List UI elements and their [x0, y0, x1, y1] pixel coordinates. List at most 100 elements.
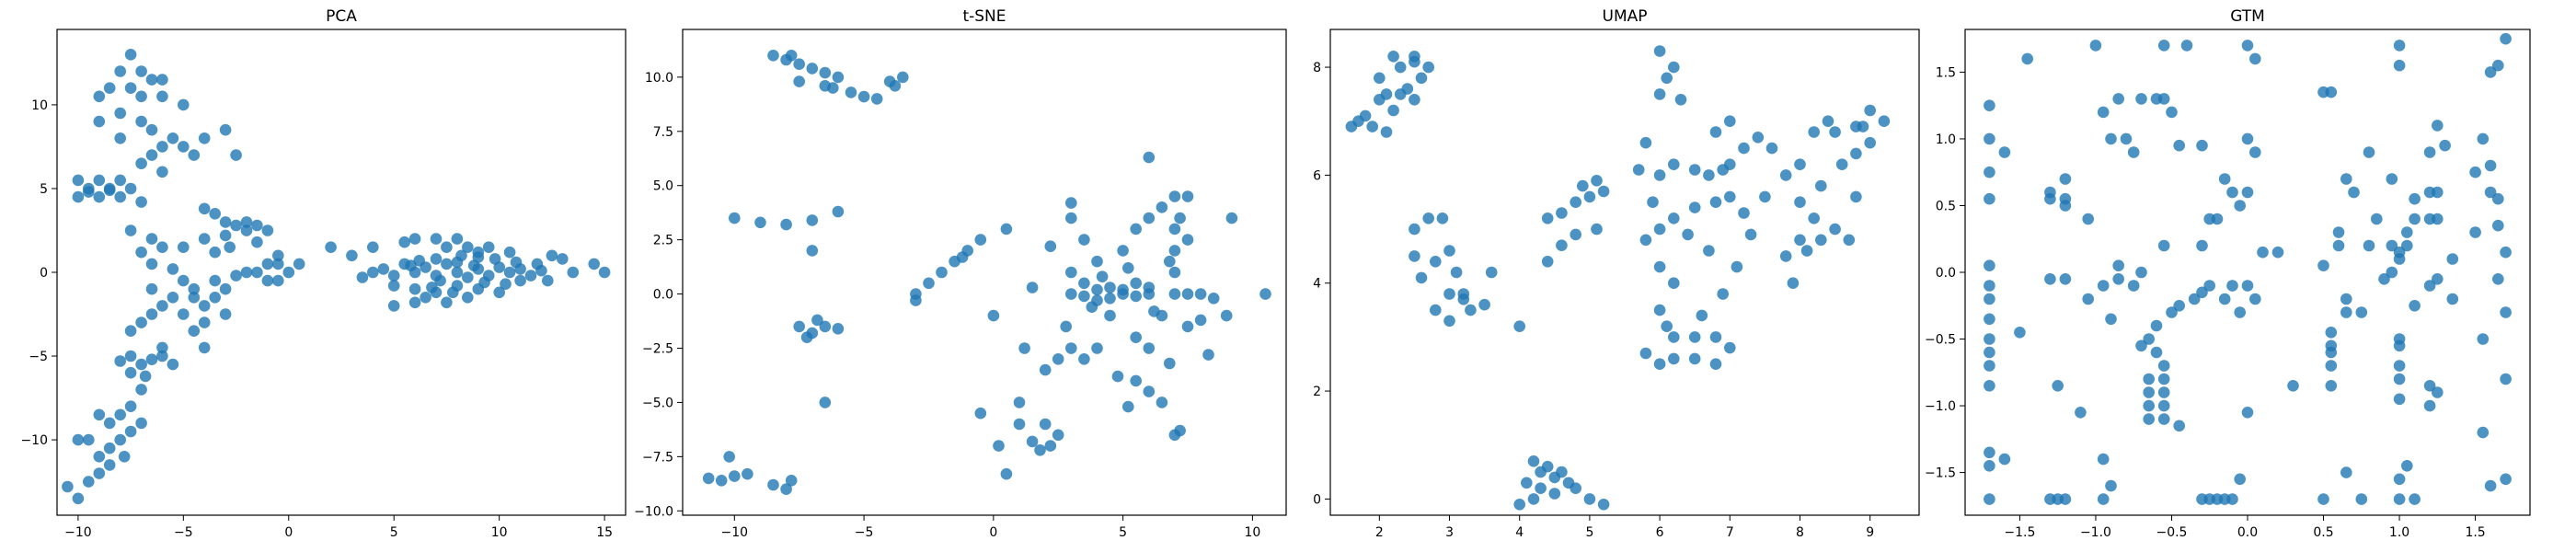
scatter-point: [1808, 213, 1820, 224]
x-tick-label: 1.0: [2389, 525, 2409, 540]
scatter-point: [2241, 407, 2254, 419]
scatter-point: [493, 286, 505, 299]
scatter-point: [1668, 213, 1680, 224]
scatter-point: [1779, 169, 1792, 181]
scatter-point: [1984, 446, 1995, 459]
scatter-point: [1765, 142, 1778, 155]
y-tick-label: 0.0: [1936, 266, 1956, 281]
scatter-point: [478, 276, 490, 289]
scatter-point: [2112, 259, 2124, 272]
chart-title: UMAP: [1603, 7, 1648, 26]
scatter-point: [103, 82, 116, 94]
scatter-point: [1078, 290, 1090, 303]
scatter-point: [124, 224, 137, 236]
scatter-point: [1044, 440, 1057, 452]
scatter-point: [2325, 380, 2338, 392]
scatter-point: [2500, 246, 2512, 259]
x-tick-label: 10: [491, 525, 508, 540]
scatter-point: [139, 370, 152, 383]
scatter-point: [1430, 256, 1442, 268]
scatter-point: [2082, 213, 2094, 225]
scatter-point: [2317, 259, 2329, 272]
scatter-point: [1639, 234, 1652, 247]
scatter-point: [2393, 373, 2406, 385]
scatter-point: [2112, 93, 2124, 105]
scatter-point: [2469, 226, 2481, 238]
scatter-point: [93, 174, 106, 187]
scatter-point: [974, 234, 987, 246]
x-tick-label: 0: [989, 525, 997, 540]
scatter-point: [451, 233, 464, 245]
scatter-point: [2393, 40, 2406, 52]
scatter-point: [2249, 52, 2261, 65]
scatter-point: [2363, 239, 2375, 252]
scatter-point: [387, 280, 400, 292]
scatter-point: [1394, 61, 1407, 74]
scatter-point: [124, 82, 137, 94]
scatter-point: [785, 50, 798, 62]
scatter-point: [1703, 169, 1715, 181]
scatter-point: [251, 236, 263, 248]
x-tick-label: 3: [1445, 525, 1454, 540]
scatter-point: [1130, 290, 1142, 303]
scatter-point: [1181, 234, 1194, 246]
scatter-point: [588, 258, 600, 270]
scatter-point: [2446, 253, 2459, 265]
axes-frame: [1329, 29, 1920, 516]
scatter-point: [1078, 353, 1090, 365]
scatter-point: [1436, 213, 1449, 224]
scatter-point: [2484, 479, 2497, 492]
scatter-point: [2432, 186, 2444, 199]
x-tick-label: −0.5: [2156, 525, 2187, 540]
scatter-point: [2157, 360, 2170, 372]
scatter-point: [1984, 493, 1995, 505]
scatter-point: [209, 274, 221, 287]
scatter-point: [145, 149, 158, 161]
scatter-point: [1688, 352, 1701, 365]
scatter-point: [405, 259, 417, 272]
scatter-point: [434, 274, 446, 287]
scatter-point: [2127, 280, 2140, 292]
scatter-point: [103, 442, 116, 454]
scatter-point: [2423, 399, 2436, 412]
scatter-point: [832, 205, 845, 218]
scatter-point: [832, 71, 845, 84]
x-tick-label: −1.0: [2080, 525, 2111, 540]
scatter-point: [2393, 393, 2406, 406]
scatter-point: [2348, 186, 2360, 199]
x-tick-label: −10: [721, 525, 749, 540]
scatter-point: [2127, 146, 2140, 158]
scatter-point: [1583, 190, 1596, 203]
scatter-point: [1709, 358, 1722, 371]
scatter-point: [1984, 192, 1995, 205]
scatter-point: [198, 202, 211, 215]
scatter-point: [1709, 126, 1722, 138]
scatter-point: [167, 263, 179, 275]
scatter-point: [2241, 186, 2254, 199]
scatter-point: [156, 300, 168, 312]
scatter-point: [1984, 259, 1995, 272]
scatter-point: [93, 408, 106, 421]
scatter-point: [514, 274, 526, 287]
scatter-point: [1394, 88, 1407, 100]
scatter-point: [240, 266, 253, 279]
scatter-point: [178, 241, 190, 254]
x-tick-label: −5: [174, 525, 193, 540]
scatter-point: [1039, 363, 1052, 376]
scatter-point: [1653, 304, 1666, 316]
y-tick-label: −5.0: [642, 396, 673, 410]
scatter-point: [2097, 106, 2110, 119]
scatter-point: [819, 397, 832, 408]
scatter-point: [1513, 320, 1525, 333]
scatter-point: [1998, 453, 2011, 466]
scatter-point: [2150, 346, 2163, 359]
scatter-point: [1724, 190, 1736, 203]
scatter-point: [1577, 179, 1589, 192]
x-tick-label: 15: [596, 525, 613, 540]
scatter-point: [2226, 186, 2238, 199]
scatter-point: [1148, 305, 1160, 317]
scatter-point: [1521, 477, 1533, 489]
scatter-point: [2150, 319, 2163, 332]
scatter-point: [1835, 158, 1848, 170]
y-tick-label: 5.0: [653, 179, 673, 194]
